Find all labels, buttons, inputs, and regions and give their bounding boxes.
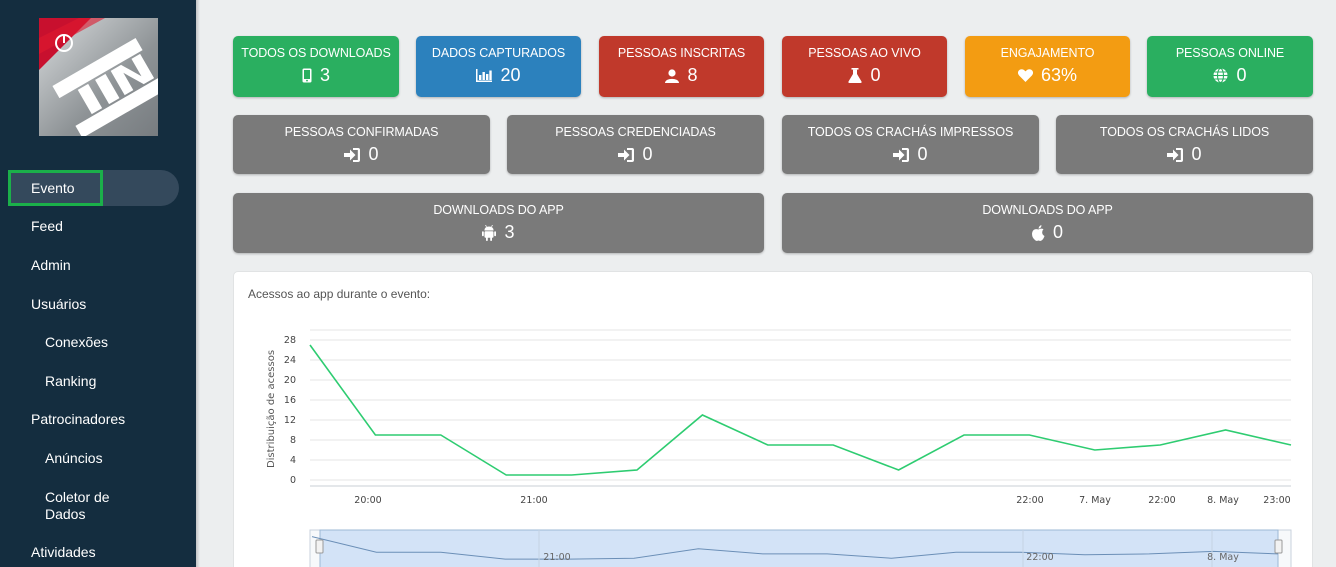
flask-icon [848,68,863,83]
card-value: 63% [1040,65,1078,85]
card-downloads-ios[interactable]: DOWNLOADS DO APP 0 [782,193,1313,253]
series-line [309,344,1292,476]
y-tick-label: 8 [290,435,296,446]
app-logo[interactable] [39,18,158,136]
card-title: DADOS CAPTURADOS [431,46,566,60]
card-value: 0 [1191,144,1202,164]
card-pessoas-inscritas[interactable]: PESSOAS INSCRITAS 8 [599,36,764,97]
bar-chart-icon [476,69,493,82]
y-tick-label: 16 [284,395,296,406]
x-tick-label: 20:00 [354,495,381,506]
card-crachas-lidos[interactable]: TODOS OS CRACHÁS LIDOS 0 [1056,115,1313,174]
card-todos-downloads[interactable]: TODOS OS DOWNLOADS 3 [233,36,399,97]
y-axis-title: Distribuição de acessos [266,350,277,468]
sign-in-icon [344,147,361,162]
y-tick-label: 28 [284,335,296,346]
x-tick-label: 8. May [1207,495,1239,506]
y-tick-label: 12 [284,415,296,426]
apple-icon [1031,224,1045,241]
nav-item-patrocinadores[interactable]: Patrocinadores [31,411,126,427]
nav-item-coletor-de-dados[interactable]: Coletor de Dados [45,489,110,522]
card-value: 0 [917,144,928,164]
navigator-handle-left[interactable] [315,539,324,554]
card-value: 0 [870,65,881,85]
x-tick-label: 22:00 [1148,495,1175,506]
access-line-chart[interactable]: 0 4 8 12 16 20 24 28 Distribuição de acessos 20:0… [234,272,1314,567]
card-pessoas-confirmadas[interactable]: PESSOAS CONFIRMADAS 0 [233,115,490,174]
card-title: PESSOAS CREDENCIADAS [555,125,716,139]
card-value: 0 [1052,222,1063,242]
card-title: TODOS OS CRACHÁS LIDOS [1099,125,1270,139]
nav-active-highlight [8,170,179,206]
card-title: TODOS OS DOWNLOADS [241,46,391,60]
nav-item-usuarios[interactable]: Usuários [31,296,87,312]
heart-icon [1017,69,1033,82]
x-tick-label: 23:00 [1263,495,1290,506]
nav-active-focus-box [8,170,103,206]
y-tick-label: 4 [290,455,296,466]
navigator-label: 8. May [1207,552,1239,563]
sidebar: Evento Feed Admin Usuários Conexões Rank… [0,0,196,567]
card-title: DOWNLOADS DO APP [433,203,564,217]
mobile-icon [302,68,312,83]
card-value: 8 [687,65,698,85]
nav-item-evento[interactable]: Evento [31,180,75,196]
nav-item-admin[interactable]: Admin [31,257,71,273]
card-value: 0 [1236,65,1247,85]
card-crachas-impressos[interactable]: TODOS OS CRACHÁS IMPRESSOS 0 [782,115,1039,174]
card-downloads-android[interactable]: DOWNLOADS DO APP 3 [233,193,764,253]
navigator-series [311,536,1279,560]
navigator-selection[interactable] [319,529,1279,567]
card-pessoas-credenciadas[interactable]: PESSOAS CREDENCIADAS 0 [507,115,764,174]
card-title: DOWNLOADS DO APP [982,203,1113,217]
card-value: 20 [500,65,521,85]
x-tick-label: 22:00 [1016,495,1043,506]
chart-panel: Acessos ao app durante o evento: 0 4 8 12 16… [233,271,1313,567]
x-tick-label: 21:00 [520,495,547,506]
globe-icon [1213,68,1228,83]
y-tick-label: 0 [290,475,296,486]
nav-item-atividades[interactable]: Atividades [31,544,96,560]
sign-in-icon [893,147,910,162]
chart-panel-title: Acessos ao app durante o evento: [248,287,431,301]
navigator-label: 21:00 [543,552,570,563]
card-title: PESSOAS ONLINE [1175,46,1285,60]
nav-item-ranking[interactable]: Ranking [45,373,97,389]
card-pessoas-ao-vivo[interactable]: PESSOAS AO VIVO 0 [782,36,947,97]
x-tick-label: 7. May [1079,495,1111,506]
card-title: TODOS OS CRACHÁS IMPRESSOS [807,125,1014,139]
card-value: 3 [504,222,515,242]
logo-graphic [39,18,158,136]
nav-item-feed[interactable]: Feed [31,218,63,234]
sign-in-icon [1167,147,1184,162]
navigator-label: 22:00 [1026,552,1053,563]
card-value: 3 [319,65,330,85]
navigator-handle-right[interactable] [1274,539,1283,554]
card-engajamento[interactable]: ENGAJAMENTO 63% [965,36,1130,97]
y-tick-label: 20 [284,375,296,386]
card-pessoas-online[interactable]: PESSOAS ONLINE 0 [1147,36,1313,97]
card-title: ENGAJAMENTO [1000,46,1095,60]
android-icon [482,224,497,241]
user-icon [665,68,680,83]
card-title: PESSOAS AO VIVO [808,46,921,60]
card-title: PESSOAS INSCRITAS [617,46,746,60]
sign-in-icon [618,147,635,162]
nav-item-anuncios[interactable]: Anúncios [45,450,103,466]
card-title: PESSOAS CONFIRMADAS [284,125,439,139]
card-value: 0 [368,144,379,164]
y-tick-label: 24 [284,355,296,366]
card-dados-capturados[interactable]: DADOS CAPTURADOS 20 [416,36,581,97]
sidebar-shadow [196,0,200,567]
nav-item-conexoes[interactable]: Conexões [45,334,109,350]
card-value: 0 [642,144,653,164]
